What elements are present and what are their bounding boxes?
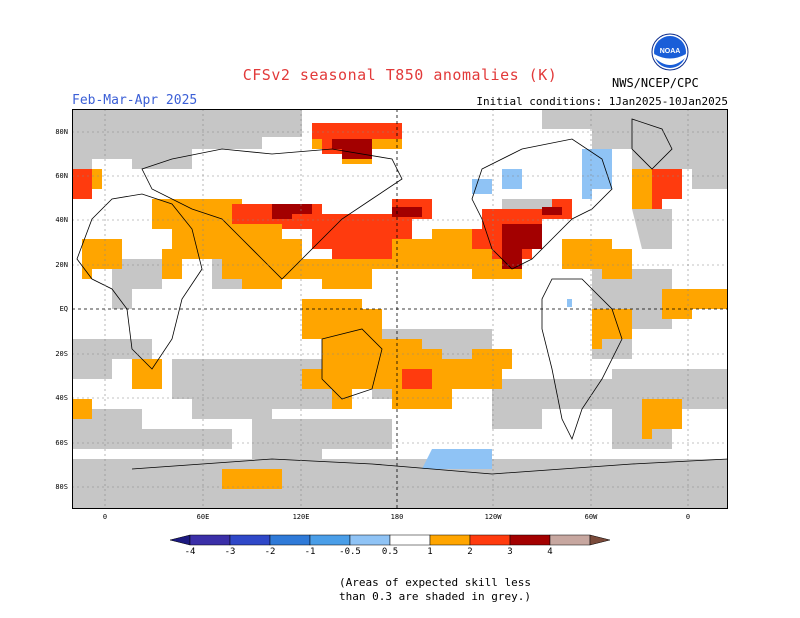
lat-label: 20S [55, 350, 68, 358]
noaa-logo-icon: NOAA [651, 33, 689, 71]
positive-anomaly-dark-red [272, 139, 562, 269]
lat-label: 60N [55, 172, 68, 180]
lon-label: 120E [292, 513, 310, 521]
colorbar-arrow-left [169, 534, 191, 546]
colorbar-label: 4 [547, 547, 553, 557]
colorbar-label: -2 [264, 547, 276, 557]
agency-label: NWS/NCEP/CPC [612, 76, 699, 90]
lat-label: 80S [55, 483, 68, 491]
skill-note-line: (Areas of expected skill less [338, 576, 532, 589]
lon-label: 60W [584, 513, 598, 521]
lon-label: 120W [484, 513, 502, 521]
colorbar-label: 1 [427, 547, 433, 557]
lon-label: 180 [390, 513, 404, 521]
lat-label: 20N [55, 261, 68, 269]
anomaly-map [72, 109, 729, 509]
colorbar-label: -3 [224, 547, 236, 557]
skill-note-line: than 0.3 are shaded in grey.) [338, 590, 532, 603]
page-title: CFSv2 seasonal T850 anomalies (K) [242, 66, 558, 84]
coastlines [76, 118, 729, 475]
lat-label: 60S [55, 439, 68, 447]
lat-label: 40N [55, 216, 68, 224]
skill-note: (Areas of expected skill less than 0.3 a… [0, 576, 800, 604]
initial-conditions: Initial conditions: 1Jan2025-10Jan2025 [476, 95, 728, 108]
colorbar-label: 3 [507, 547, 513, 557]
logo-text: NOAA [660, 48, 681, 55]
colorbar-label: -0.5 [339, 547, 361, 557]
colorbar-arrow-right [589, 534, 611, 546]
color-bar [169, 532, 630, 558]
colorbar-label: 0.5 [381, 547, 399, 557]
colorbar-label: 2 [467, 547, 473, 557]
lon-label: 60E [196, 513, 210, 521]
colorbar-label: -4 [184, 547, 196, 557]
lat-label: 40S [55, 394, 68, 402]
colorbar-label: -1 [304, 547, 316, 557]
lon-label: 0 [685, 513, 691, 521]
season-label: Feb-Mar-Apr 2025 [72, 93, 198, 108]
lon-label: 0 [102, 513, 108, 521]
lat-label: 80N [55, 128, 68, 136]
lat-label: EQ [59, 305, 68, 313]
